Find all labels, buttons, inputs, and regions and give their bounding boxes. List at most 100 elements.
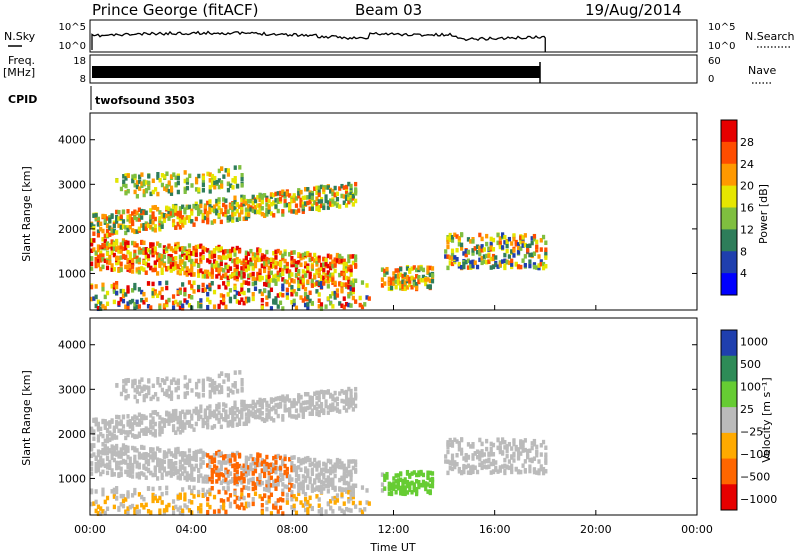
power-cell	[119, 267, 123, 273]
velocity-cell	[333, 485, 337, 491]
power-cell	[226, 292, 230, 297]
power-cell	[349, 191, 353, 197]
velocity-cell	[412, 486, 416, 492]
power-cell	[313, 282, 317, 287]
velocity-cell	[128, 468, 132, 473]
power-cell	[274, 300, 278, 305]
power-cell	[290, 300, 294, 305]
velocity-cell	[383, 473, 387, 479]
power-colorbar-segment	[721, 251, 737, 274]
velocity-cell	[444, 454, 448, 459]
velocity-cell	[192, 477, 196, 482]
velocity-cell	[224, 477, 228, 482]
power-cell	[446, 254, 450, 259]
power-cell	[108, 218, 112, 224]
velocity-cell	[192, 485, 196, 491]
velocity-cell	[466, 470, 471, 475]
velocity-cell	[171, 453, 176, 458]
velocity-cell	[231, 420, 235, 425]
power-cell	[144, 270, 148, 275]
velocity-cell	[489, 441, 493, 447]
velocity-cell	[446, 441, 450, 446]
velocity-cell	[487, 451, 491, 457]
velocity-cell	[146, 428, 151, 434]
velocity-cell	[105, 428, 110, 434]
power-colorbar-tick: 8	[740, 245, 747, 258]
velocity-cell	[253, 403, 258, 409]
power-cell	[335, 203, 340, 208]
power-cell	[319, 184, 324, 190]
velocity-cell	[199, 503, 203, 508]
power-cell	[253, 259, 258, 265]
power-cell	[133, 285, 137, 291]
velocity-cell	[133, 458, 137, 463]
power-cell	[260, 305, 264, 310]
power-cell	[146, 304, 151, 309]
velocity-cell	[419, 482, 423, 488]
velocity-cell	[219, 385, 224, 390]
velocity-cell	[158, 510, 162, 515]
power-cell	[354, 191, 358, 196]
velocity-cell	[158, 462, 162, 467]
power-cell	[410, 275, 414, 281]
power-cell	[333, 257, 337, 262]
power-cell	[199, 209, 203, 215]
power-cell	[267, 290, 271, 295]
velocity-cell	[219, 388, 224, 394]
velocity-cell	[235, 388, 240, 394]
power-cell	[360, 280, 365, 285]
velocity-cell	[387, 491, 391, 496]
power-cell	[340, 282, 344, 287]
velocity-cell	[110, 472, 114, 477]
power-cell	[240, 275, 244, 280]
velocity-cell	[94, 461, 98, 467]
power-cell	[297, 260, 301, 265]
velocity-cell	[512, 453, 516, 458]
velocity-cell	[292, 414, 296, 419]
power-cell	[267, 259, 271, 265]
power-cell	[235, 264, 239, 270]
power-cell	[92, 225, 96, 231]
velocity-cell	[478, 456, 482, 462]
power-cell	[187, 255, 192, 260]
velocity-cell	[112, 446, 116, 452]
power-cell	[208, 199, 212, 204]
power-cell	[500, 245, 505, 250]
power-cell	[313, 200, 317, 205]
power-cell	[326, 275, 330, 281]
velocity-cell	[349, 392, 353, 398]
power-cell	[103, 294, 107, 300]
velocity-cell	[315, 401, 319, 406]
velocity-cell	[285, 497, 289, 502]
power-cell	[408, 282, 412, 288]
power-cell	[90, 256, 94, 261]
power-cell	[240, 207, 244, 212]
velocity-cell	[121, 429, 126, 434]
velocity-cell	[160, 419, 164, 424]
power-cell	[292, 298, 296, 304]
velocity-colorbar-segment	[721, 330, 737, 357]
power-cell	[385, 270, 389, 275]
power-cell	[306, 302, 310, 307]
power-cell	[333, 280, 337, 286]
power-cell	[331, 291, 335, 296]
power-colorbar-tick: 12	[740, 223, 754, 236]
velocity-cell	[262, 486, 267, 492]
freq-panel: Freq. [MHz] 18 8 60 0 Nave	[3, 54, 776, 85]
velocity-cell	[217, 389, 221, 395]
power-cell	[219, 209, 223, 215]
velocity-cell	[450, 461, 455, 466]
power-cell	[162, 303, 167, 308]
power-cell	[466, 258, 471, 264]
velocity-cell	[208, 411, 212, 417]
velocity-cell	[242, 406, 246, 412]
power-cell	[498, 262, 502, 267]
power-cell	[446, 239, 450, 245]
velocity-cell	[210, 455, 214, 460]
velocity-cell	[301, 409, 305, 414]
power-cell	[457, 235, 461, 241]
velocity-cell	[217, 489, 221, 495]
velocity-cell	[169, 416, 173, 421]
velocity-cell	[140, 413, 144, 419]
velocity-cell	[491, 458, 496, 464]
